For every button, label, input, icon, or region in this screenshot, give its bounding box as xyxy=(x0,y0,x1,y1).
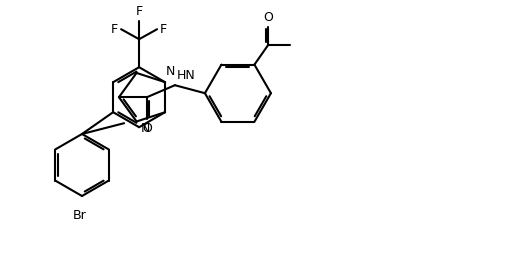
Text: O: O xyxy=(142,122,151,135)
Text: Br: Br xyxy=(73,209,87,222)
Text: F: F xyxy=(135,5,142,18)
Text: HN: HN xyxy=(177,69,195,82)
Text: F: F xyxy=(160,23,167,36)
Text: N: N xyxy=(141,122,150,135)
Text: N: N xyxy=(166,65,175,78)
Text: F: F xyxy=(111,23,118,36)
Text: O: O xyxy=(263,11,273,24)
